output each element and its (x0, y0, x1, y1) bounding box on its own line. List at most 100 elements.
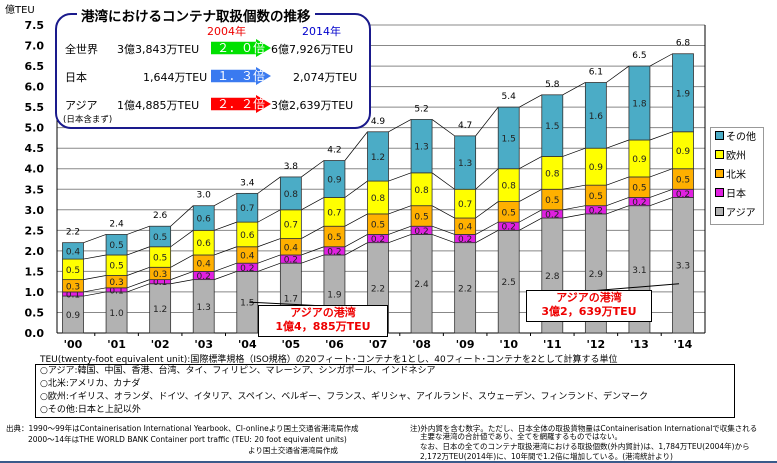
connector-line (562, 184, 586, 190)
y-tick-label: 4.5 (25, 142, 45, 155)
legend-swatch (715, 188, 724, 197)
connector-line (83, 291, 107, 297)
remark-line-1: 注)外内貿を含む数字。ただし、日本全体の取扱貨物量はContainerisati… (410, 424, 758, 433)
row-to: 2,074万TEU (293, 71, 358, 84)
data-label: 0.8 (502, 182, 517, 192)
data-label: 1.5 (240, 299, 254, 309)
connector-line (388, 172, 412, 182)
data-label: 0.2 (632, 198, 646, 208)
connector-line (344, 131, 368, 161)
y-tick-label: 1.5 (25, 265, 45, 278)
annotation-line: 3億2，639万TEU (541, 305, 637, 318)
data-label: 0.1 (153, 278, 167, 288)
data-label: 0.5 (545, 196, 559, 206)
data-label: 1.3 (458, 159, 472, 169)
legend-item-europe: 欧州 (711, 147, 763, 166)
annotation-asia-2004: アジアの港湾 1億4，885万TEU (258, 305, 388, 337)
bar-segment-4 (367, 131, 389, 182)
x-tick-label: '08 (412, 338, 431, 351)
connector-line (126, 225, 150, 235)
connector-line (388, 119, 412, 133)
total-label: 4.2 (327, 146, 341, 156)
connector-line (475, 221, 499, 235)
data-label: 0.5 (676, 176, 690, 186)
total-label: 4.7 (458, 121, 472, 131)
connector-line (475, 230, 499, 243)
connector-line (83, 254, 107, 260)
connector-line (475, 168, 499, 190)
data-label: 0.5 (109, 241, 123, 251)
bar-segment-4 (584, 82, 607, 149)
year-to: 2014年 (302, 25, 341, 38)
connector-line (388, 205, 412, 215)
total-label: 2.4 (109, 219, 124, 229)
summary-row-asia: アジア 1億4,885万TEU ２．２倍 3億2,639万TEU (65, 95, 365, 113)
connector-line (606, 197, 630, 207)
connector-line (257, 209, 281, 223)
legend-item-japan: 日本 (711, 185, 763, 204)
y-tick-label: 5.0 (25, 122, 45, 135)
connector-line (214, 193, 237, 207)
data-label: 0.5 (109, 262, 123, 272)
connector-line (214, 221, 237, 231)
legend-swatch (715, 207, 724, 216)
data-label: 2.8 (545, 272, 560, 282)
y-tick-label: 6.0 (25, 81, 45, 94)
connector-line (214, 271, 237, 280)
data-label: 0.4 (240, 251, 255, 261)
data-label: 0.2 (502, 223, 516, 233)
connector-line (301, 160, 325, 178)
legend-label: 欧州 (726, 151, 746, 162)
annotation-line: アジアの港湾 (290, 306, 356, 319)
connector-line (606, 139, 630, 149)
connector-line (344, 180, 368, 198)
arrow-icon: １．３倍 (211, 67, 271, 85)
data-label: 1.5 (545, 122, 559, 132)
data-label: 0.6 (197, 215, 212, 225)
connector-line (388, 234, 412, 243)
data-label: 1.2 (371, 153, 385, 163)
data-label: 0.9 (632, 155, 647, 165)
connector-line (475, 201, 499, 219)
row-label: 日本 (65, 71, 87, 84)
connector-line (170, 254, 194, 268)
row-from: 1億4,885万TEU (117, 99, 200, 112)
data-label: 0.8 (371, 194, 386, 204)
bar-segment-4 (323, 160, 346, 198)
x-tick-label: '07 (369, 338, 388, 351)
connector-line (431, 225, 455, 235)
data-label: 0.9 (676, 147, 691, 157)
connector-line (257, 254, 281, 264)
row-to: 6億7,926万TEU (271, 43, 354, 56)
summary-row-japan: 日本 1,644万TEU １．３倍 2,074万TEU (65, 67, 365, 85)
y-tick-label: 3.5 (25, 183, 45, 196)
connector-line (519, 188, 542, 202)
connector-line (83, 287, 107, 293)
connector-line (562, 82, 586, 96)
data-label: 2.2 (458, 284, 472, 294)
x-tick-label: '14 (674, 338, 693, 351)
data-label: 2.4 (414, 280, 429, 290)
y-tick-label: 0.0 (25, 327, 45, 340)
y-tick-label: 1.0 (25, 286, 45, 299)
legend-item-asia: アジア (711, 204, 763, 223)
data-label: 1.9 (327, 290, 342, 300)
data-label: 0.2 (371, 235, 385, 245)
data-label: 0.5 (589, 192, 603, 202)
bar-segment-4 (628, 65, 651, 141)
data-label: 2.2 (371, 284, 385, 294)
source-line-1: 出典：1990～99年はContainerisation Internation… (6, 424, 359, 433)
data-label: 1.9 (676, 89, 691, 99)
legend-label: 北米 (726, 170, 746, 181)
connector-line (170, 279, 194, 285)
arrow-icon: ２．０倍 (211, 39, 271, 57)
bar-segment-4 (105, 234, 128, 256)
row-label: 全世界 (65, 43, 98, 56)
data-label: 0.2 (458, 235, 472, 245)
total-label: 3.0 (197, 191, 212, 201)
bar-segment-4 (62, 242, 84, 260)
summary-box: 港湾におけるコンテナ取扱個数の推移 2004年 2014年 全世界 3億3,84… (55, 5, 371, 129)
bar-segment-4 (454, 135, 477, 190)
row-from: 3億3,843万TEU (117, 43, 200, 56)
connector-line (562, 147, 586, 157)
